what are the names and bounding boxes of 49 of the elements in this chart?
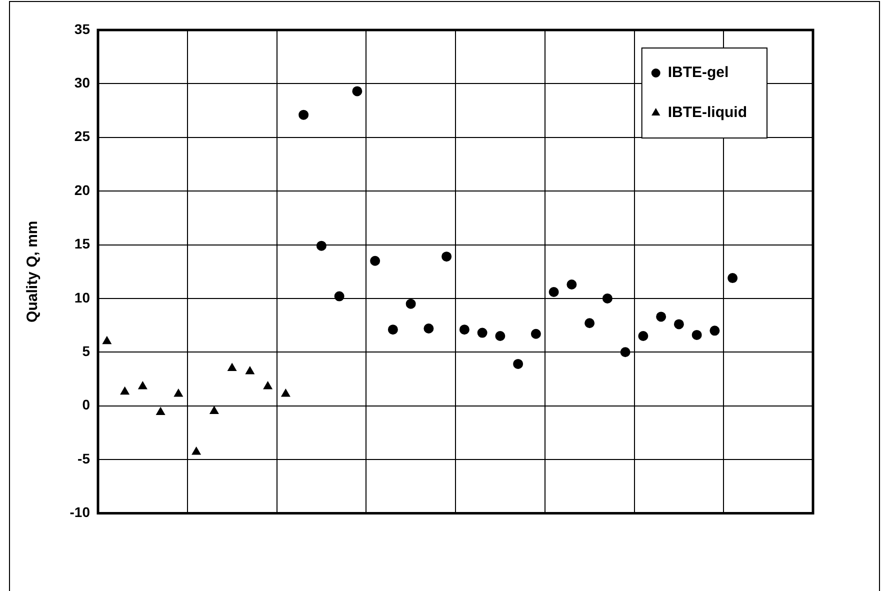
y-tick-label: 20 — [74, 182, 90, 198]
point — [192, 446, 201, 455]
point — [388, 324, 398, 335]
y-tick-label: 30 — [74, 74, 90, 91]
y-tick-label: -5 — [78, 450, 90, 466]
point — [656, 312, 666, 322]
point — [620, 347, 630, 358]
point — [316, 240, 326, 251]
point — [281, 389, 290, 397]
point — [710, 326, 720, 336]
point — [692, 330, 702, 340]
y-tick-label: 0 — [82, 396, 90, 413]
point — [210, 406, 219, 414]
point — [246, 366, 254, 374]
point — [263, 381, 272, 390]
y-tick-label: -10 — [70, 504, 90, 520]
point — [530, 328, 541, 339]
point — [334, 291, 344, 302]
point — [102, 336, 112, 344]
point — [728, 273, 738, 284]
point — [584, 318, 595, 328]
point — [442, 252, 452, 262]
point — [298, 110, 309, 120]
y-axis-title: Quality Q, mm — [24, 220, 42, 322]
point — [156, 407, 165, 416]
point — [513, 358, 524, 369]
point — [602, 293, 612, 304]
y-tick-label: 10 — [74, 289, 90, 306]
point — [495, 331, 506, 342]
point — [370, 256, 380, 266]
point — [228, 363, 236, 371]
point — [674, 319, 684, 330]
y-tick-label: 5 — [82, 342, 90, 359]
point — [477, 328, 488, 338]
point — [566, 279, 577, 290]
point — [352, 86, 362, 96]
point — [638, 331, 648, 342]
point — [548, 287, 559, 297]
point — [174, 389, 183, 397]
legend-label: IBTE-gel — [668, 64, 729, 82]
point — [138, 381, 148, 390]
y-tick-label: 35 — [74, 20, 90, 37]
y-tick-label: 15 — [74, 236, 90, 252]
point — [406, 298, 416, 309]
legend-label: IBTE-liquid — [668, 104, 748, 122]
point — [424, 324, 434, 334]
y-tick-label: 25 — [74, 128, 90, 144]
point — [120, 386, 130, 395]
point — [459, 324, 470, 335]
